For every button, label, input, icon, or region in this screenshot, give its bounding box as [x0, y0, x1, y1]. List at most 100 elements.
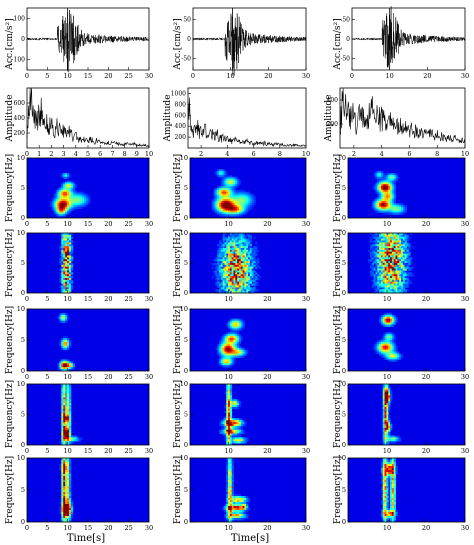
tf-r5c2-ytick-label: 5: [184, 486, 188, 494]
tf-cell: [220, 285, 224, 288]
tf-cell: [395, 264, 398, 268]
tf-cell: [63, 188, 66, 191]
tf-cell: [375, 240, 378, 243]
tf-cell: [391, 274, 395, 277]
tf-cell: [390, 257, 393, 260]
tf-cell: [242, 351, 245, 354]
tf-cell: [226, 416, 229, 419]
tf-cell: [219, 343, 222, 347]
tf-cell: [233, 259, 236, 262]
tf-cell: [390, 486, 393, 489]
tf-cell: [384, 184, 387, 187]
tf-cell: [84, 193, 87, 196]
tf-cell: [222, 338, 225, 341]
tf-r3c1-xtick-label: 10: [64, 373, 72, 381]
tf-cell: [399, 253, 402, 256]
tf-cell: [237, 435, 240, 438]
tf-cell: [233, 176, 236, 180]
tf-cell: [386, 270, 389, 273]
tf-cell: [390, 462, 393, 465]
tf-cell: [391, 291, 395, 294]
tf-cell: [244, 351, 247, 354]
tf-cell: [395, 466, 398, 469]
freq-ylabel-r2c2: Frequency[Hz]: [173, 229, 183, 297]
tf-cell: [224, 268, 227, 271]
tf-cell: [406, 264, 409, 268]
tf-cell: [382, 174, 385, 178]
tf-cell: [235, 266, 238, 270]
tf-cell: [388, 278, 391, 281]
tf-cell: [390, 359, 393, 362]
tf-cell: [397, 242, 400, 245]
tf-cell: [391, 460, 395, 463]
tf-cell: [377, 173, 380, 176]
tf-cell: [380, 347, 384, 351]
tf-cell: [55, 204, 58, 208]
tf-cell: [226, 206, 229, 210]
tf-cell: [57, 197, 60, 200]
tf-cell: [220, 270, 224, 273]
tf-cell: [61, 240, 64, 243]
tf-cell: [59, 285, 62, 288]
tf-cell: [238, 255, 242, 258]
tf-cell: [235, 439, 238, 442]
tf-cell: [231, 502, 234, 505]
tf-cell: [384, 468, 387, 471]
tf-cell: [226, 420, 229, 423]
tf-cell: [233, 318, 236, 322]
tf-cell: [235, 176, 238, 180]
tf-cell: [240, 287, 243, 290]
tf-cell: [391, 248, 395, 251]
tf-cell: [68, 210, 72, 213]
tf-cell: [397, 259, 400, 262]
tf-cell: [238, 264, 242, 268]
tf-cell: [411, 274, 415, 277]
tf-cell: [229, 255, 233, 258]
tf-cell: [238, 516, 242, 519]
tf-cell: [63, 272, 66, 275]
tf-cell: [384, 270, 387, 273]
tf-cell: [235, 251, 238, 255]
tf-cell: [224, 203, 227, 206]
tf-cell: [384, 182, 387, 185]
tf-cell: [229, 441, 233, 444]
tf-cell: [388, 474, 391, 477]
tf-cell: [229, 199, 233, 202]
tf-cell: [229, 268, 233, 271]
tf-cell: [63, 502, 66, 505]
tf-cell: [404, 263, 407, 266]
tf-cell: [231, 484, 234, 487]
tf-cell: [229, 289, 233, 292]
tf-cell: [237, 291, 240, 294]
tf-cell: [406, 236, 409, 240]
tf-r4c3-xtick-label: 10: [383, 447, 391, 455]
tf-cell: [384, 253, 387, 256]
tf-cell: [393, 182, 396, 185]
tf-cell: [65, 201, 68, 204]
tf-cell: [222, 242, 225, 245]
tf-cell: [373, 274, 376, 277]
tf-cell: [244, 510, 247, 513]
tf-cell: [238, 197, 242, 200]
acc-ylabel-col-2: Acc.[cm/s²]: [173, 18, 183, 70]
tf-cell: [408, 272, 411, 275]
tf-cell: [235, 324, 238, 327]
tf-cell: [235, 420, 238, 423]
tf-cell: [68, 197, 72, 200]
tf-cell: [391, 494, 395, 497]
tf-cell: [229, 480, 233, 483]
tf-cell: [61, 458, 64, 461]
tf-cell: [411, 266, 415, 270]
tf-cell: [382, 199, 385, 202]
tf-cell: [61, 345, 64, 349]
tf-cell: [67, 195, 70, 198]
tf-cell: [220, 180, 224, 183]
tf-cell: [235, 427, 238, 431]
tf-cell: [379, 259, 382, 262]
tf-cell: [226, 214, 229, 217]
tf-cell: [61, 476, 64, 479]
tf-cell: [379, 206, 382, 210]
tf-cell: [380, 314, 384, 318]
tf-cell: [399, 279, 402, 283]
tf-cell: [401, 233, 404, 236]
